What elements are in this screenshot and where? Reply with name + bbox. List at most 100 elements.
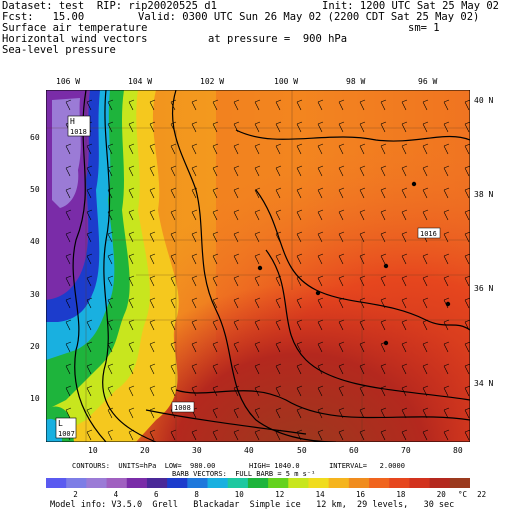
wind-barb <box>254 209 261 221</box>
colorbar-tick-label: 2 <box>73 490 78 499</box>
wind-barb <box>317 429 324 441</box>
wind-barb <box>317 231 324 243</box>
wind-barb <box>191 253 198 265</box>
wind-barb <box>191 165 198 177</box>
wind-barb <box>380 319 387 331</box>
wind-barb <box>233 385 240 397</box>
colorbar-tick-label: 10 <box>234 490 244 499</box>
wind-barb <box>107 429 114 441</box>
wind-barb <box>107 253 114 265</box>
wind-barb <box>254 121 261 133</box>
wind-barb <box>170 253 177 265</box>
wind-barb <box>212 187 219 199</box>
wind-barb <box>233 99 240 111</box>
wind-barb <box>464 231 470 243</box>
grid-y-label: 60 <box>30 133 40 142</box>
wind-barb <box>401 363 408 375</box>
colorbar-swatch <box>227 478 249 488</box>
wind-barb <box>401 297 408 309</box>
grid-x-label: 20 <box>140 446 150 455</box>
wind-barb <box>464 363 470 375</box>
wind-barb <box>86 231 93 243</box>
wind-barb <box>296 341 303 353</box>
lon-label: 104 W <box>128 77 153 86</box>
grid-x-label: 40 <box>244 446 254 455</box>
wind-barb <box>296 275 303 287</box>
wind-barb <box>359 165 366 177</box>
wind-barb <box>380 99 387 111</box>
wind-barb <box>191 341 198 353</box>
colorbar-swatch <box>86 478 108 488</box>
wind-barb <box>380 253 387 265</box>
wind-barb <box>233 165 240 177</box>
wind-barb <box>107 187 114 199</box>
wind-barb <box>254 231 261 243</box>
wind-barb <box>443 231 450 243</box>
lat-label: 34 N <box>474 379 494 388</box>
wind-barb <box>191 275 198 287</box>
wind-barb <box>170 187 177 199</box>
colorbar-swatch <box>268 478 289 488</box>
wind-barb <box>296 385 303 397</box>
wind-barb <box>359 121 366 133</box>
lon-label: 100 W <box>274 77 299 86</box>
wind-barb <box>170 319 177 331</box>
wind-barb <box>401 407 408 419</box>
wind-barb <box>254 407 261 419</box>
wind-barb <box>86 429 93 441</box>
wind-barb <box>275 121 282 133</box>
wind-barb <box>275 407 282 419</box>
wind-barb <box>317 319 324 331</box>
wind-barb <box>149 143 156 155</box>
wind-barb <box>233 341 240 353</box>
wind-barb <box>359 99 366 111</box>
wind-barb <box>401 143 408 155</box>
wind-barb <box>464 187 470 199</box>
colorbar-tick-label: 22 <box>477 490 487 499</box>
wind-barb <box>107 99 114 111</box>
wind-barb <box>86 165 93 177</box>
wind-barb <box>65 187 72 199</box>
wind-barb <box>212 429 219 441</box>
wind-barb <box>317 165 324 177</box>
wind-barb <box>128 319 135 331</box>
wind-barb <box>275 209 282 221</box>
lon-label: 102 W <box>200 77 225 86</box>
wind-barb <box>212 231 219 243</box>
wind-barb <box>317 407 324 419</box>
wind-barb <box>296 187 303 199</box>
wind-barb <box>86 209 93 221</box>
wind-barb <box>317 275 324 287</box>
wind-barb <box>254 319 261 331</box>
wind-barb <box>128 99 135 111</box>
wind-barb <box>107 231 114 243</box>
wind-barb <box>170 99 177 111</box>
temperature-colorbar <box>46 478 470 488</box>
wind-barb <box>296 429 303 441</box>
wind-barb <box>149 253 156 265</box>
wind-barb <box>464 319 470 331</box>
wind-barb <box>212 143 219 155</box>
wind-barb <box>191 209 198 221</box>
wind-barb <box>65 363 72 375</box>
contours-info: CONTOURS: UNITS=hPa LOW= 980.00 HIGH= 10… <box>72 462 405 470</box>
grid-x-label: 30 <box>192 446 202 455</box>
wind-barb <box>380 275 387 287</box>
lon-label: 106 W <box>56 77 81 86</box>
wind-barb <box>128 143 135 155</box>
wind-barb <box>443 121 450 133</box>
pressure-contours <box>72 90 470 442</box>
wind-barb <box>191 187 198 199</box>
pressure-level: at pressure = 900 hPa <box>208 33 348 45</box>
wind-barb <box>401 341 408 353</box>
wind-barb <box>86 275 93 287</box>
wind-barb <box>422 407 429 419</box>
wind-barb <box>65 341 72 353</box>
wind-barb <box>338 297 345 309</box>
wind-barb <box>149 209 156 221</box>
wind-barb <box>422 209 429 221</box>
grid-x-label: 10 <box>88 446 98 455</box>
wind-barb <box>401 99 408 111</box>
grid-y-label: 40 <box>30 237 40 246</box>
wind-barb <box>149 99 156 111</box>
